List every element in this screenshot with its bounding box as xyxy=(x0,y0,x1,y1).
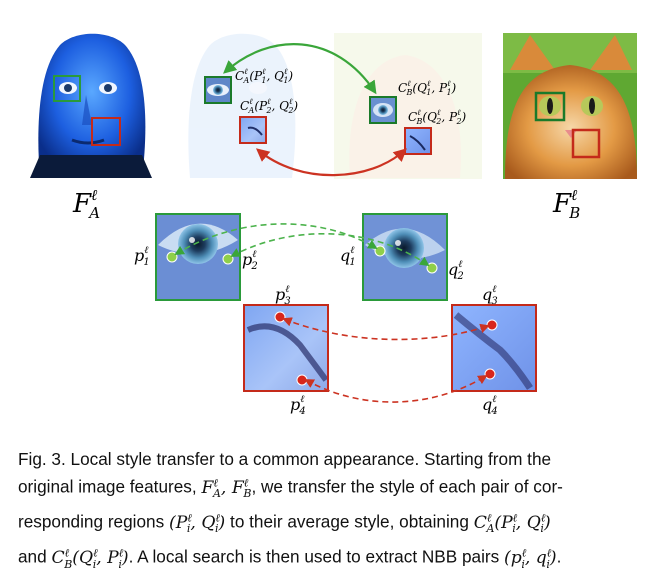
zoom-patch-q-nose xyxy=(451,304,537,392)
dashed-arrow-red-2 xyxy=(304,375,488,403)
dashed-arrow-green-2 xyxy=(230,232,430,267)
label-q2: qℓ 2 xyxy=(448,259,464,282)
label-p2: pℓ 2 xyxy=(242,249,258,272)
label-q3: qℓ 3 xyxy=(482,284,498,307)
image-b xyxy=(503,33,637,179)
arrow-red-solid xyxy=(255,148,407,177)
caption-line-2: original image features, FℓA, FℓB, we tr… xyxy=(18,476,563,501)
caption-line-4: and CℓB(Qℓi, Pℓi). A local search is the… xyxy=(18,546,562,571)
label-q1: qℓ 1 xyxy=(340,245,356,268)
caption-math-pq: (Pℓi, Qℓi) xyxy=(168,511,226,536)
label-cb-1: Cℓ B(Qℓ 1, Pℓ 1) xyxy=(398,79,457,97)
label-p4: pℓ 4 xyxy=(290,394,306,417)
zoom-patch-q-eye xyxy=(362,213,448,301)
patch-ca-eye xyxy=(204,76,232,104)
arrow-green-solid xyxy=(223,43,377,95)
figure-3: Cℓ A(Pℓ 1, Qℓ 1) Cℓ A(Pℓ 2, Qℓ 2) Cℓ B(Qℓ 1, Pℓ 1… xyxy=(22,33,637,417)
dashed-arrow-red-1 xyxy=(282,317,490,341)
patch-cb-eye xyxy=(369,96,397,124)
label-fb: Fℓ B xyxy=(552,186,580,222)
zoom-patch-p-cheek xyxy=(243,304,329,392)
caption-math-nbb: (pℓi, qℓi) xyxy=(504,546,557,571)
patch-cb-nose xyxy=(404,127,432,155)
caption-line-3: responding regions (Pℓi, Qℓi) to their a… xyxy=(18,511,551,536)
label-ca-1: Cℓ A(Pℓ 1, Qℓ 1) xyxy=(235,67,293,85)
image-b-faded xyxy=(334,33,482,179)
label-cb-2: Cℓ B(Qℓ 2, Pℓ 2) xyxy=(408,108,467,126)
label-q4: qℓ 4 xyxy=(482,394,498,417)
image-a xyxy=(22,33,156,179)
caption-math-fa-fb: FℓA, FℓB xyxy=(201,476,252,501)
figure-caption: Fig. 3. Local style transfer to a common… xyxy=(18,447,650,577)
label-ca-2: Cℓ A(Pℓ 2, Qℓ 2) xyxy=(240,97,298,115)
label-p1: pℓ 1 xyxy=(134,245,150,268)
label-fa: Fℓ A xyxy=(72,186,100,222)
caption-math-cb: CℓB(Qℓi, Pℓi) xyxy=(51,546,129,571)
caption-math-ca: CℓA(Pℓi, Qℓi) xyxy=(473,511,551,536)
label-p3: pℓ 3 xyxy=(275,284,291,307)
caption-line-1: Fig. 3. Local style transfer to a common… xyxy=(18,449,552,469)
dashed-arrow-green-1 xyxy=(174,223,378,255)
patch-ca-cheek xyxy=(239,116,267,144)
zoom-patch-p-eye xyxy=(155,213,241,301)
